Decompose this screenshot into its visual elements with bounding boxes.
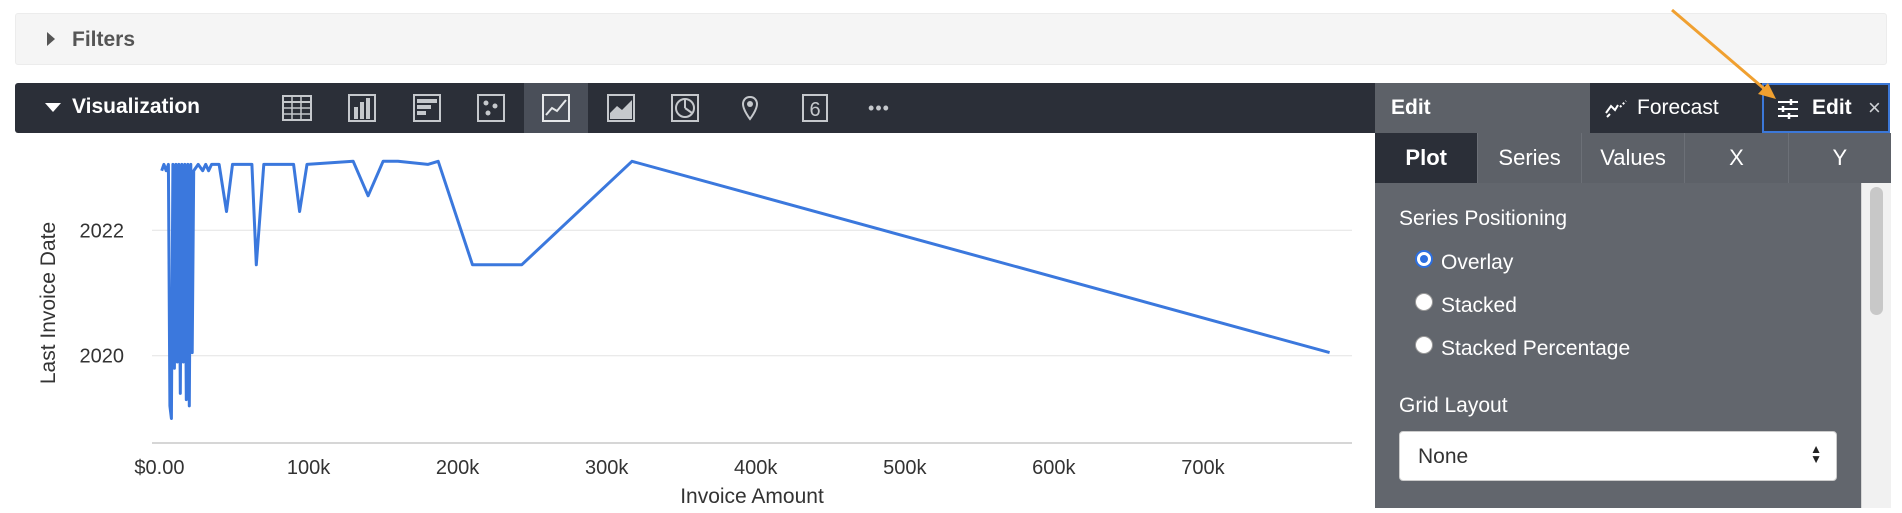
radio-label: Overlay — [1441, 251, 1514, 274]
y-tick-label: 2022 — [80, 220, 125, 242]
edit-tabs: Plot Series Values X Y — [1375, 133, 1891, 183]
x-tick-label: 600k — [1032, 457, 1076, 479]
radio-stacked-percentage[interactable]: Stacked Percentage — [1415, 335, 1630, 363]
panel-scrollbar[interactable] — [1861, 183, 1891, 508]
grid-layout-value: None — [1418, 445, 1469, 468]
single-value-glyph: 6 — [809, 99, 820, 121]
forecast-button[interactable]: Forecast — [1590, 83, 1762, 133]
x-tick-label: 400k — [734, 457, 778, 479]
more-glyph: ••• — [868, 97, 890, 118]
y-axis-label: Last Invoice Date — [37, 222, 60, 384]
x-tick-label: 100k — [287, 457, 331, 479]
line-chart-icon[interactable] — [524, 83, 588, 133]
plot-settings-panel: Series Positioning Overlay Stacked Stack… — [1375, 183, 1861, 508]
edit-button[interactable]: Edit × — [1762, 83, 1890, 133]
chart-svg: 2022 2020 $0.00 100k 200k 300k 400k 500k 600k 700… — [37, 159, 1352, 508]
series-line — [160, 159, 1330, 420]
series-positioning-label: Series Positioning — [1399, 207, 1568, 230]
edit-panel-header: Edit — [1375, 83, 1590, 133]
scatter-chart-icon[interactable] — [459, 83, 523, 133]
x-tick-label: 500k — [883, 457, 927, 479]
more-icon[interactable]: ••• — [847, 83, 911, 133]
x-tick-label: $0.00 — [134, 457, 184, 479]
table-icon[interactable] — [265, 83, 329, 133]
x-axis-label: Invoice Amount — [680, 485, 824, 508]
tab-series[interactable]: Series — [1478, 133, 1582, 183]
grid-layout-select[interactable]: None ▲ ▼ — [1399, 431, 1837, 481]
edit-tab-label: Edit — [1812, 96, 1852, 119]
select-arrows-icon: ▲ ▼ — [1810, 442, 1822, 466]
map-pin-icon[interactable] — [718, 83, 782, 133]
x-tick-label: 200k — [436, 457, 480, 479]
tab-y[interactable]: Y — [1832, 145, 1848, 170]
visualization-label[interactable]: Visualization — [72, 95, 200, 118]
radio-button[interactable] — [1415, 336, 1433, 354]
edit-header-label: Edit — [1391, 96, 1431, 119]
close-icon[interactable]: × — [1868, 95, 1881, 120]
scrollbar-thumb[interactable] — [1870, 187, 1883, 315]
radio-label: Stacked Percentage — [1441, 337, 1631, 360]
y-tick-label: 2020 — [80, 346, 125, 368]
sliders-icon — [1778, 99, 1798, 119]
page-edge — [1891, 0, 1902, 508]
tab-values[interactable]: Values — [1582, 133, 1686, 183]
visualization-toolbar: Visualization 6 ••• — [15, 83, 1375, 133]
single-value-icon[interactable]: 6 — [783, 83, 847, 133]
x-tick-label: 700k — [1181, 457, 1225, 479]
caret-right-icon[interactable] — [47, 32, 55, 46]
line-chart: 2022 2020 $0.00 100k 200k 300k 400k 500k 600k 700… — [0, 133, 1375, 508]
radio-button[interactable] — [1415, 250, 1433, 268]
radio-button[interactable] — [1415, 293, 1433, 311]
area-chart-icon[interactable] — [589, 83, 653, 133]
caret-down-icon[interactable] — [45, 103, 61, 112]
x-tick-label: 300k — [585, 457, 629, 479]
annotation-arrow-icon — [1671, 8, 1776, 99]
bar-chart-icon[interactable] — [395, 83, 459, 133]
filters-bar[interactable]: Filters — [15, 13, 1887, 65]
pie-chart-icon[interactable] — [653, 83, 717, 133]
radio-stacked[interactable]: Stacked — [1415, 292, 1517, 320]
radio-label: Stacked — [1441, 294, 1517, 317]
forecast-icon — [1605, 100, 1627, 118]
grid-layout-label: Grid Layout — [1399, 394, 1508, 417]
tab-x[interactable]: X — [1685, 133, 1789, 183]
filters-label[interactable]: Filters — [72, 28, 136, 51]
tab-plot[interactable]: Plot — [1375, 133, 1479, 183]
forecast-label: Forecast — [1637, 96, 1719, 119]
radio-overlay[interactable]: Overlay — [1415, 249, 1513, 277]
column-chart-icon[interactable] — [330, 83, 394, 133]
